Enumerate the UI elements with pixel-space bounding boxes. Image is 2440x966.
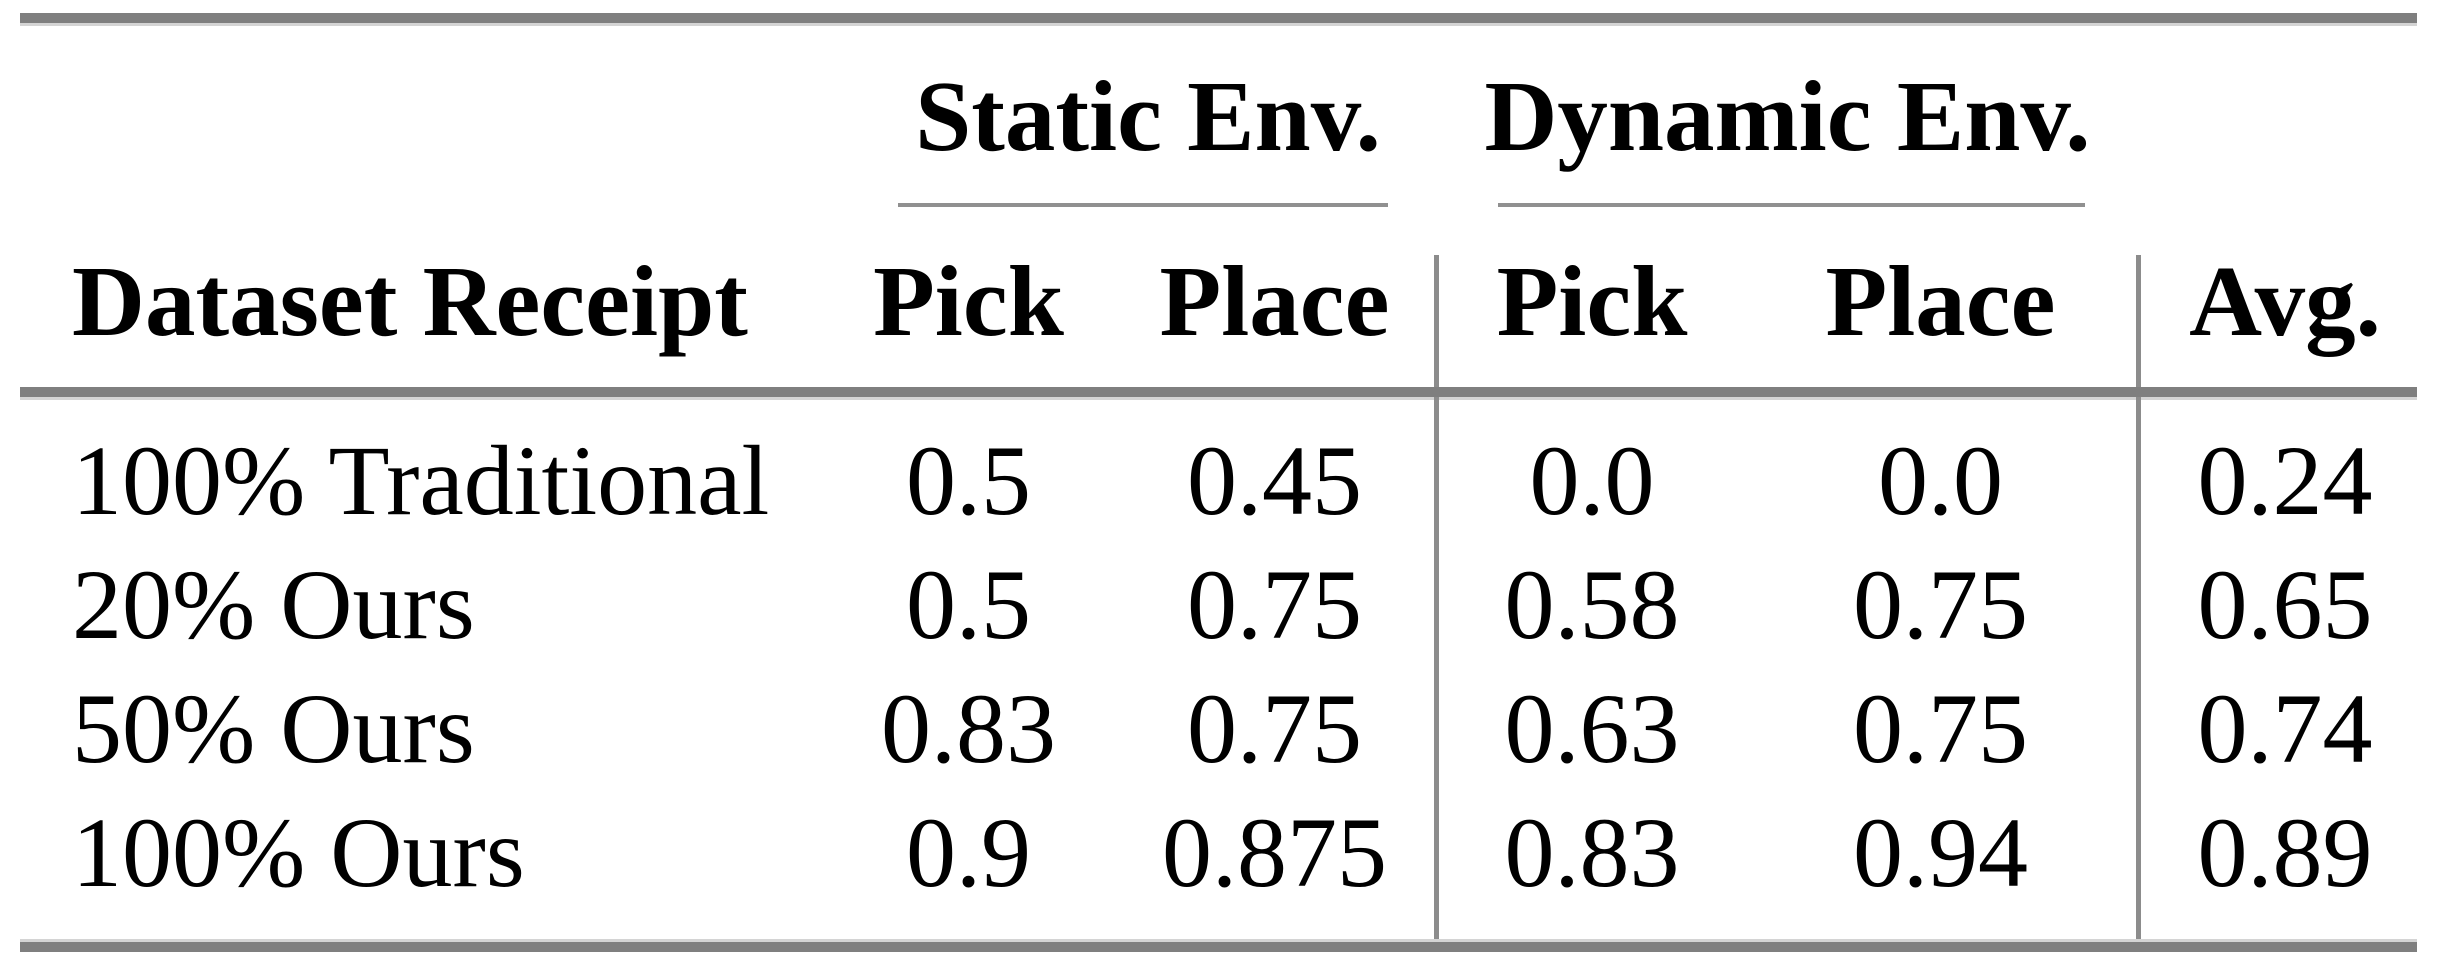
row-label: 50% Ours	[72, 673, 475, 784]
cell-static-pick: 0.9	[906, 797, 1031, 908]
table-row: 20% Ours 0.5 0.75 0.58 0.75 0.65	[20, 543, 2417, 667]
table-body: 100% Traditional 0.5 0.45 0.0 0.0 0.24 2…	[20, 397, 2417, 942]
column-header-avg: Avg.	[2189, 244, 2381, 357]
row-label: 20% Ours	[72, 549, 475, 660]
column-header-dynamic-place: Place	[1825, 244, 2056, 357]
cell-dynamic-pick: 0.0	[1529, 425, 1655, 536]
cell-dynamic-place: 0.0	[1878, 425, 2003, 536]
row-label: 100% Ours	[72, 797, 525, 908]
cell-avg: 0.24	[2197, 425, 2373, 536]
column-header-static-place: Place	[1159, 244, 1390, 357]
cell-static-place: 0.45	[1187, 425, 1362, 536]
cell-dynamic-pick: 0.83	[1504, 797, 1680, 908]
bottom-rule	[20, 942, 2417, 952]
group-header-row: Static Env. Dynamic Env.	[20, 30, 2417, 202]
cell-dynamic-place: 0.75	[1853, 673, 2028, 784]
group-header-dynamic-env: Dynamic Env.	[1484, 59, 2091, 172]
column-header-static-pick: Pick	[873, 244, 1064, 357]
vertical-rule-1-body	[1434, 397, 1439, 942]
cell-dynamic-pick: 0.63	[1504, 673, 1680, 784]
vertical-rule-2-header	[2136, 255, 2141, 387]
cell-static-place: 0.75	[1187, 673, 1362, 784]
cell-static-pick: 0.5	[906, 425, 1031, 536]
cell-dynamic-pick: 0.58	[1504, 549, 1680, 660]
table-row: 50% Ours 0.83 0.75 0.63 0.75 0.74	[20, 667, 2417, 791]
cell-dynamic-place: 0.94	[1853, 797, 2028, 908]
column-header-dynamic-pick: Pick	[1496, 244, 1688, 357]
table-row: 100% Ours 0.9 0.875 0.83 0.94 0.89	[20, 791, 2417, 915]
cell-avg: 0.74	[2197, 673, 2373, 784]
column-header-row: Dataset Receipt Pick Place Pick Place Av…	[20, 222, 2417, 380]
vertical-rule-2-body	[2136, 397, 2141, 942]
cell-static-pick: 0.5	[906, 549, 1031, 660]
top-rule	[20, 13, 2417, 23]
cell-dynamic-place: 0.75	[1853, 549, 2028, 660]
table-row: 100% Traditional 0.5 0.45 0.0 0.0 0.24	[20, 419, 2417, 543]
header-body-rule	[20, 387, 2417, 397]
column-header-dataset-receipt: Dataset Receipt	[72, 244, 748, 357]
static-env-cmidrule	[898, 203, 1388, 207]
cell-static-place: 0.75	[1187, 549, 1362, 660]
dynamic-env-cmidrule	[1498, 203, 2085, 207]
group-header-static-env: Static Env.	[915, 59, 1381, 172]
cell-avg: 0.65	[2197, 549, 2373, 660]
cell-static-pick: 0.83	[881, 673, 1056, 784]
cell-avg: 0.89	[2197, 797, 2373, 908]
vertical-rule-1-header	[1434, 255, 1439, 387]
row-label: 100% Traditional	[72, 425, 770, 536]
cell-static-place: 0.875	[1162, 797, 1387, 908]
